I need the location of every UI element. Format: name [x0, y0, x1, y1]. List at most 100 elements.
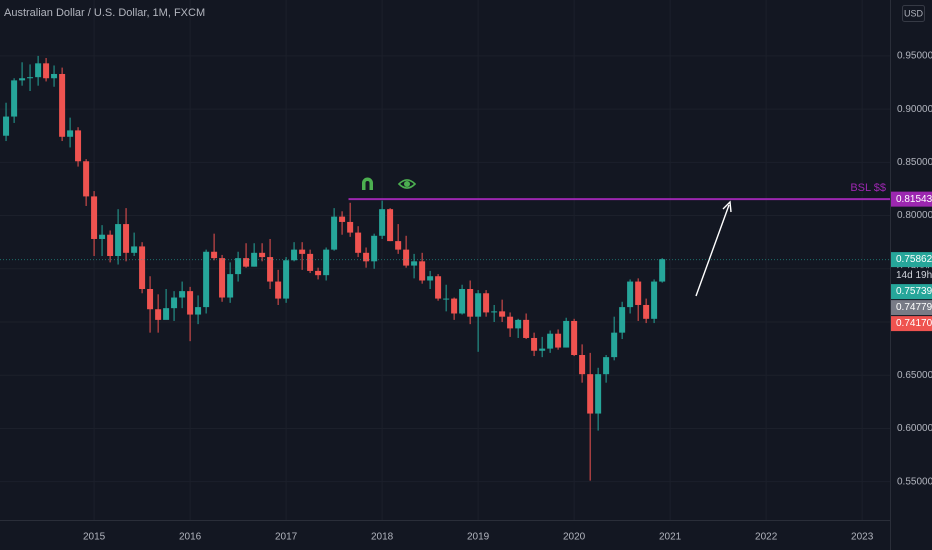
- candle-body: [27, 77, 34, 79]
- candle-body: [131, 246, 138, 253]
- countdown-label: 14d 19h: [896, 270, 932, 281]
- candle-body: [235, 258, 242, 275]
- candle-body: [243, 258, 250, 267]
- candle-body: [299, 249, 306, 254]
- candle-body: [507, 316, 514, 329]
- candle-body: [619, 307, 626, 333]
- candle-body: [531, 337, 538, 351]
- candle-body: [315, 270, 322, 276]
- candle-body: [563, 320, 570, 348]
- candle-body: [571, 320, 578, 356]
- candle-body: [211, 251, 218, 259]
- candle-body: [635, 281, 642, 305]
- price-label-bg: [891, 316, 932, 332]
- candle-body: [19, 78, 26, 81]
- candle-body: [427, 276, 434, 281]
- candle-body: [355, 232, 362, 253]
- candle-body: [179, 291, 186, 298]
- candle-body: [11, 80, 18, 117]
- currency-label[interactable]: USD: [904, 8, 924, 18]
- current-price-label: 0.75862: [896, 254, 932, 265]
- candle-body: [99, 234, 106, 239]
- candle-body: [459, 289, 466, 314]
- candle-body: [75, 130, 82, 162]
- candle-body: [395, 241, 402, 250]
- candle-body: [59, 73, 66, 137]
- candle-body: [411, 261, 418, 266]
- candle-body: [195, 307, 202, 315]
- countdown-label-bg: [891, 268, 932, 284]
- price-label: 0.74779: [896, 302, 932, 313]
- candle-body: [515, 319, 522, 329]
- arrow: [695, 200, 732, 297]
- candle-body: [443, 298, 450, 300]
- candle-body: [467, 289, 474, 317]
- y-tick-label: 0.65000: [897, 370, 932, 381]
- magnet-icon: [362, 177, 373, 190]
- candle-body: [171, 297, 178, 309]
- candle-body: [283, 260, 290, 299]
- candle-body: [347, 221, 354, 233]
- candle-body: [435, 276, 442, 299]
- y-tick-label: 0.90000: [897, 104, 932, 115]
- candle-body: [251, 252, 258, 267]
- candle-body: [187, 291, 194, 315]
- candle-body: [627, 281, 634, 308]
- candle-body: [3, 116, 10, 136]
- eye-icon: [397, 179, 417, 189]
- candle-body: [371, 235, 378, 262]
- level-price-label: 0.81543: [896, 194, 932, 205]
- candle-body: [203, 251, 210, 308]
- candle-body: [51, 73, 58, 79]
- candle-body: [275, 281, 282, 299]
- candle-body: [227, 274, 234, 298]
- candle-body: [603, 357, 610, 375]
- y-tick-label: 0.85000: [897, 157, 932, 168]
- candle-body: [307, 253, 314, 271]
- candle-body: [643, 304, 650, 319]
- y-tick-label: 0.60000: [897, 423, 932, 434]
- candle-body: [147, 289, 154, 310]
- x-tick-label: 2017: [275, 532, 298, 543]
- candle-body: [291, 249, 298, 261]
- x-tick-label: 2018: [371, 532, 394, 543]
- y-tick-label: 0.80000: [897, 210, 932, 221]
- candle-body: [483, 293, 490, 313]
- candle-body: [339, 216, 346, 222]
- price-label-bg: [891, 284, 932, 300]
- x-tick-label: 2019: [467, 532, 490, 543]
- level-annotation: BSL $$: [850, 182, 886, 194]
- y-tick-label: 0.95000: [897, 51, 932, 62]
- candle-body: [587, 374, 594, 414]
- candle-body: [43, 63, 50, 79]
- candle-body: [595, 374, 602, 414]
- candle-body: [331, 216, 338, 250]
- candle-body: [659, 259, 666, 282]
- candle-body: [491, 311, 498, 313]
- candle-body: [419, 261, 426, 281]
- grid: [0, 0, 890, 520]
- candles: [3, 55, 666, 481]
- candle-body: [267, 257, 274, 282]
- candle-body: [163, 308, 170, 320]
- candle-body: [547, 333, 554, 349]
- overlay: BSL $$: [0, 177, 890, 297]
- candle-body: [403, 249, 410, 266]
- candle-body: [611, 332, 618, 358]
- x-tick-label: 2020: [563, 532, 586, 543]
- candle-body: [539, 348, 546, 351]
- candle-body: [139, 246, 146, 290]
- x-tick-label: 2022: [755, 532, 778, 543]
- candle-body: [91, 196, 98, 239]
- x-tick-label: 2015: [83, 532, 106, 543]
- candle-body: [475, 293, 482, 317]
- candle-body: [651, 281, 658, 319]
- price-label: 0.75739: [896, 286, 932, 297]
- candle-body: [579, 355, 586, 375]
- price-label: 0.74170: [896, 318, 932, 329]
- candle-body: [523, 319, 530, 338]
- currency-button[interactable]: [902, 5, 925, 22]
- price-label-bg: [891, 300, 932, 316]
